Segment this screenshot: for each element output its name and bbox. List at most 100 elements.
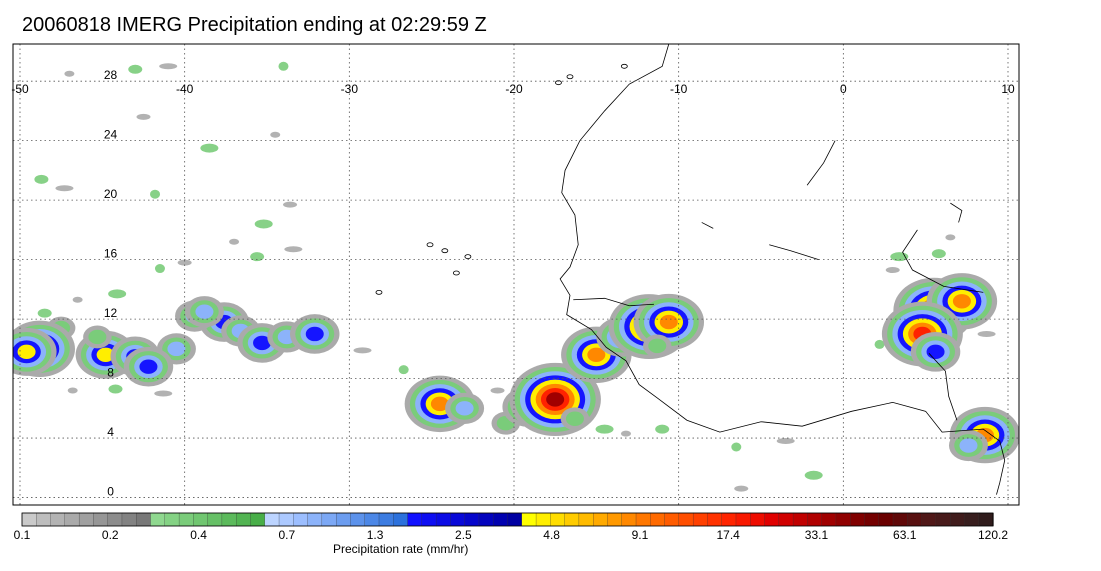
precip-cell [565, 411, 584, 426]
colorbar-swatch [764, 512, 780, 527]
inland-boundary [902, 229, 984, 293]
colorbar-swatch [550, 512, 566, 527]
colorbar-tick: 1.3 [367, 528, 384, 542]
colorbar-swatch [650, 512, 666, 527]
colorbar-tick-labels: 0.1 0.2 0.4 0.7 1.3 2.5 4.8 9.1 17.4 33.1 63.1 120.… [14, 528, 1009, 542]
colorbar-swatch [107, 512, 123, 527]
inland-boundary [950, 202, 963, 223]
light-precip-patch [154, 264, 165, 274]
colorbar-frame [21, 512, 994, 527]
light-precip-patch [731, 442, 742, 452]
light-precip-patch [254, 219, 273, 229]
coastline-west-africa [559, 44, 1006, 495]
lat-tick-label: 28 [104, 68, 118, 82]
light-precip-patch [655, 424, 670, 434]
colorbar-swatch [821, 512, 837, 527]
colorbar-swatch [564, 512, 580, 527]
colorbar-tick: 63.1 [893, 528, 917, 542]
light-precip-patch [177, 259, 192, 266]
light-precip-patch [200, 143, 219, 153]
colorbar-swatch [278, 512, 294, 527]
lon-tick-label: -20 [505, 82, 523, 96]
island-outline [441, 248, 449, 254]
lon-tick-label: -50 [11, 82, 29, 96]
colorbar-swatch [407, 512, 423, 527]
colorbar-swatch [150, 512, 166, 527]
inland-boundary [806, 140, 836, 186]
colorbar-swatch [678, 512, 694, 527]
colorbar-swatch [507, 512, 523, 527]
lat-tick-label: 20 [104, 187, 118, 201]
inland-boundary [769, 244, 819, 261]
lat-tick-label: 8 [107, 366, 114, 380]
map-background [13, 44, 1019, 505]
island-outline [375, 289, 383, 295]
lon-tick-label: 0 [840, 82, 847, 96]
light-precip-patch [398, 365, 409, 375]
precip-cell [659, 314, 678, 330]
colorbar-swatch [778, 512, 794, 527]
precipitation-layer [13, 61, 1019, 492]
light-precip-patch [64, 70, 75, 77]
colorbar-tick: 0.2 [102, 528, 119, 542]
colorbar-swatch [735, 512, 751, 527]
colorbar-swatch [364, 512, 380, 527]
light-precip-patch [37, 308, 52, 318]
colorbar-swatch [535, 512, 551, 527]
light-precip-patch [804, 470, 823, 480]
colorbar-swatch [450, 512, 466, 527]
colorbar-swatch [421, 512, 437, 527]
light-precip-patch [136, 113, 151, 120]
colorbar-swatch [178, 512, 195, 527]
colorbar-swatch [664, 512, 680, 527]
colorbar-swatch [964, 512, 980, 527]
colorbar-swatch [578, 512, 594, 527]
colorbar-swatch [236, 512, 252, 527]
colorbar-tick: 120.2 [978, 528, 1008, 542]
colorbar-tick: 0.1 [14, 528, 31, 542]
island-outline [464, 254, 472, 260]
light-precip-patch [250, 252, 265, 262]
light-precip-patch [150, 189, 161, 199]
colorbar-tick: 33.1 [805, 528, 829, 542]
colorbar-swatch [493, 512, 509, 527]
lon-tick-label: -10 [670, 82, 688, 96]
light-precip-patch [284, 246, 303, 253]
light-precip-patch [154, 390, 173, 397]
colorbar-label: Precipitation rate (mm/hr) [333, 542, 469, 556]
colorbar-swatch [21, 512, 37, 527]
light-precip-patch [945, 234, 956, 241]
light-precip-patch [159, 63, 178, 70]
light-precip-patch [776, 438, 795, 445]
colorbar-tick: 0.7 [278, 528, 295, 542]
light-precip-patch [128, 64, 143, 74]
precip-cell [195, 304, 214, 319]
light-precip-patch [977, 330, 996, 337]
precip-cell [926, 344, 945, 360]
light-precip-patch [620, 430, 631, 437]
island-outline [566, 74, 574, 80]
precip-cell [455, 401, 474, 416]
colorbar-swatch [93, 512, 109, 527]
precip-cell [253, 335, 272, 351]
colorbar-swatch [521, 512, 537, 527]
light-precip-patch [34, 174, 49, 184]
colorbar-swatch [293, 512, 309, 527]
lat-tick-label: 4 [107, 425, 114, 439]
colorbar-swatch [64, 512, 80, 527]
colorbar-swatch [264, 512, 280, 527]
inland-boundary [928, 353, 958, 421]
colorbar-swatch [692, 512, 709, 527]
colorbar-swatch [792, 512, 809, 527]
lat-tick-label: 12 [104, 306, 118, 320]
colorbar-swatch [707, 512, 723, 527]
inland-boundary [573, 297, 654, 307]
colorbar-swatch [892, 512, 908, 527]
light-precip-patch [734, 485, 749, 492]
light-precip-patch [885, 267, 900, 274]
colorbar-swatch [921, 512, 937, 527]
colorbar-tick: 2.5 [455, 528, 472, 542]
graticule [13, 44, 1019, 505]
precip-cell [959, 438, 978, 453]
